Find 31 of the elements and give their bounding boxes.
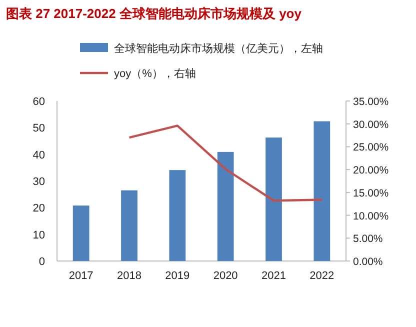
y2-tick-label: 0.00% bbox=[353, 256, 383, 268]
chart-title: 图表 27 2017-2022 全球智能电动床市场规模及 yoy bbox=[6, 6, 302, 21]
y2-tick-label: 10.00% bbox=[353, 210, 389, 222]
y2-tick-label: 35.00% bbox=[353, 96, 389, 108]
y-tick-label: 20 bbox=[32, 202, 45, 215]
y-tick-label: 0 bbox=[38, 256, 45, 268]
line-series bbox=[128, 124, 324, 202]
x-tick-label: 2021 bbox=[262, 270, 286, 282]
y-tick-label: 60 bbox=[32, 96, 45, 108]
y-tick-label: 30 bbox=[32, 176, 45, 188]
x-tick-label: 2019 bbox=[165, 270, 190, 282]
x-tick-label: 2020 bbox=[213, 270, 238, 282]
y-tick-label: 50 bbox=[32, 122, 45, 135]
bar bbox=[266, 138, 282, 261]
y2-tick-label: 15.00% bbox=[353, 187, 389, 200]
y-tick-label: 40 bbox=[32, 149, 45, 162]
legend-label: 全球智能电动床市场规模（亿美元），左轴 bbox=[114, 42, 323, 55]
legend-label: yoy（%），右轴 bbox=[114, 67, 196, 80]
bar bbox=[169, 170, 186, 261]
y-tick-label: 10 bbox=[32, 229, 45, 242]
bar bbox=[314, 121, 330, 261]
y2-tick-label: 20.00% bbox=[353, 164, 389, 177]
y2-tick-label: 30.00% bbox=[353, 118, 389, 131]
bar bbox=[72, 206, 90, 261]
bar bbox=[217, 152, 234, 261]
x-tick-label: 2017 bbox=[68, 270, 94, 282]
y2-tick-label: 5.00% bbox=[353, 233, 383, 246]
x-tick-label: 2022 bbox=[310, 270, 334, 282]
x-tick-label: 2018 bbox=[117, 270, 142, 282]
y2-tick-label: 25.00% bbox=[353, 142, 389, 154]
bar bbox=[121, 190, 138, 261]
